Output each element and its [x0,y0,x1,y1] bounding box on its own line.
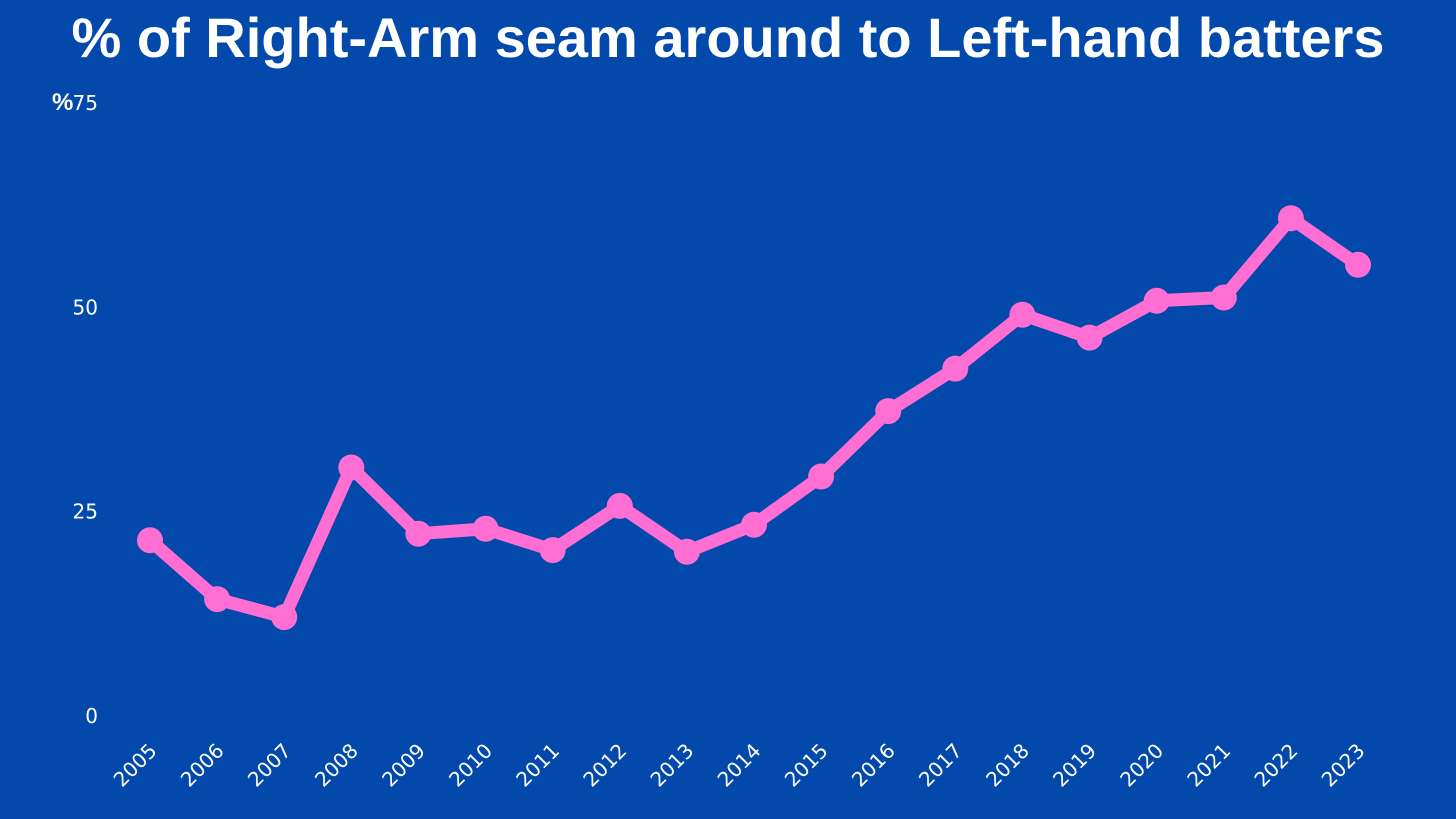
x-axis: 2005 2006 2007 2008 2009 2010 2011 2012 2013 2014… [109,739,1370,792]
y-tick-label: 25 [73,500,98,524]
y-axis-unit-label: % [52,89,73,116]
data-point [875,398,902,425]
data-point [808,463,835,490]
x-tick-label: 2016 [847,739,900,792]
x-tick-label: 2010 [444,739,497,792]
x-tick-label: 2008 [310,739,363,792]
x-tick-label: 2005 [109,739,162,792]
series-line [143,211,1365,624]
x-tick-label: 2017 [914,739,967,792]
x-tick-label: 2013 [645,739,698,792]
x-tick-label: 2019 [1048,739,1101,792]
data-point [472,515,499,542]
data-point [271,604,298,631]
y-tick-label: 0 [85,704,98,728]
data-point [338,454,365,481]
series-line-group [137,205,1371,631]
x-tick-label: 2021 [1182,739,1235,792]
data-point [204,586,231,613]
data-point [1345,251,1371,278]
x-tick-label: 2014 [713,739,766,792]
x-tick-label: 2007 [243,739,296,792]
x-tick-label: 2012 [578,739,631,792]
data-point [1076,324,1103,351]
x-tick-label: 2006 [176,739,229,792]
data-point [1009,301,1036,328]
x-tick-label: 2015 [780,739,833,792]
x-tick-label: 2009 [377,739,430,792]
x-tick-label: 2023 [1317,739,1370,792]
data-point [1277,205,1304,232]
y-tick-label: 75 [73,91,98,115]
data-point [1143,287,1170,314]
data-point [1210,284,1237,311]
chart-title: % of Right-Arm seam around to Left-hand … [71,6,1385,69]
y-tick-label: 50 [73,295,98,319]
data-point [606,492,633,519]
x-tick-label: 2022 [1249,739,1302,792]
data-point [137,527,163,554]
data-point [741,511,767,538]
x-tick-label: 2011 [511,739,564,792]
y-axis: 0 25 50 75 [73,91,98,728]
x-tick-label: 2018 [981,739,1034,792]
data-point [405,520,432,547]
x-tick-label: 2020 [1115,739,1168,792]
data-point [539,537,566,564]
data-point [673,538,700,565]
data-point [942,355,969,382]
